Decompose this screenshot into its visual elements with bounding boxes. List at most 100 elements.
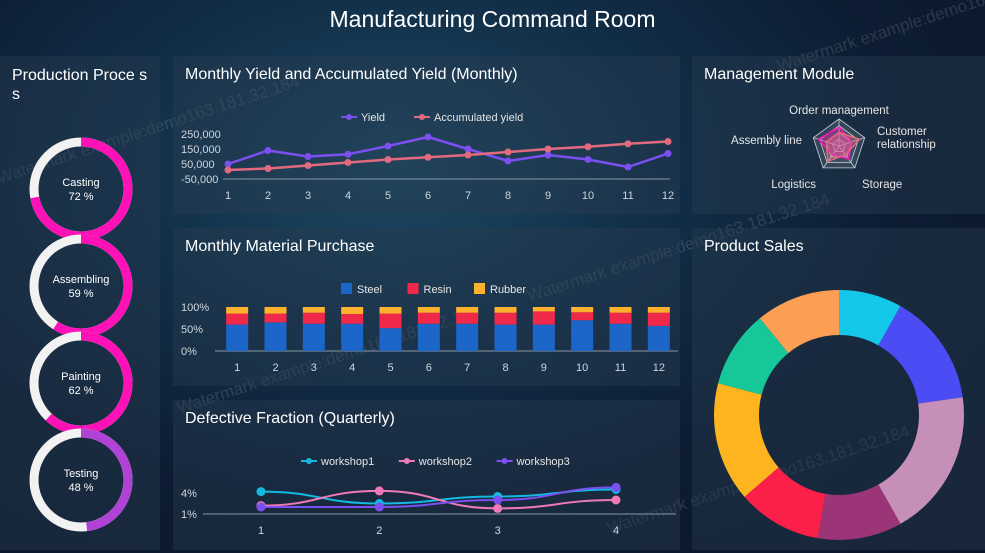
radar-axis-label: Order management <box>789 105 890 117</box>
defective-chart: workshop1 workshop2 workshop3 4% 1% 1 2 3 4 <box>181 456 676 537</box>
x-tick-label: 11 <box>622 190 633 202</box>
bar-segment <box>571 312 594 321</box>
bar-segment <box>647 312 670 326</box>
x-tick-label: 9 <box>541 362 547 374</box>
x-tick-label: 9 <box>545 190 551 202</box>
data-point <box>264 147 272 154</box>
bar-segment <box>417 323 440 351</box>
data-point <box>264 165 272 172</box>
y-tick-label: 50% <box>181 324 203 336</box>
data-point <box>374 486 384 496</box>
bar-segment <box>341 323 364 351</box>
y-tick-label: 4% <box>181 488 197 500</box>
legend-marker <box>501 458 508 464</box>
defective-title: Defective Fraction (Quarterly) <box>185 410 395 427</box>
donut-slice <box>878 397 964 524</box>
data-point <box>544 145 552 153</box>
bar-segment <box>302 312 325 324</box>
donut-slice <box>714 383 779 497</box>
yield-chart: Yield Accumulated yield 250,000 150,000 50,0… <box>181 112 674 202</box>
data-point <box>464 151 472 159</box>
ring-percent: 62 % <box>68 385 93 397</box>
data-point <box>584 156 592 163</box>
data-point <box>304 153 312 160</box>
purchase-panel: Monthly Material Purchase Steel Resin Rubb… <box>173 228 680 386</box>
donut-slice <box>759 290 839 354</box>
data-point <box>624 163 632 171</box>
bar-segment <box>417 312 440 324</box>
management-radar: Order management Customer relationship Stor… <box>731 105 936 191</box>
yield-title: Monthly Yield and Accumulated Yield (Mon… <box>185 66 518 83</box>
x-tick-label: 7 <box>465 190 471 202</box>
data-point <box>611 482 621 492</box>
y-tick-label: 250,000 <box>181 129 221 141</box>
series-line <box>260 489 617 510</box>
data-point <box>224 160 232 168</box>
page-title: Manufacturing Command Room <box>329 6 656 32</box>
radar-axis-label: Assembly line <box>731 135 802 147</box>
bar-segment <box>226 307 249 314</box>
sales-donut <box>714 290 964 540</box>
donut-slice <box>744 467 826 539</box>
bar-segment <box>379 307 402 314</box>
radar-axis-label-line: Customer <box>877 126 927 138</box>
donut-slice <box>718 318 789 395</box>
x-tick-label: 2 <box>265 190 271 202</box>
bar-segment <box>571 307 594 313</box>
bar-segment <box>494 307 517 313</box>
legend-label: Steel <box>357 284 382 296</box>
data-point <box>344 159 352 166</box>
donut-slice <box>817 484 901 540</box>
x-tick-label: 8 <box>502 362 508 374</box>
legend-marker <box>346 114 352 120</box>
ring-progress <box>29 428 133 532</box>
x-tick-label: 12 <box>653 362 665 374</box>
series-line <box>261 486 617 508</box>
bar-segment <box>264 307 287 314</box>
data-point <box>504 157 512 165</box>
legend-label: workshop2 <box>418 456 472 468</box>
x-tick-label: 8 <box>505 190 511 202</box>
data-point <box>304 162 312 169</box>
x-tick-label: 5 <box>387 362 393 374</box>
bar-segment <box>571 320 594 351</box>
x-tick-label: 4 <box>613 525 619 537</box>
x-tick-label: 2 <box>272 362 278 374</box>
ring-percent: 72 % <box>68 191 93 203</box>
x-tick-label: 6 <box>426 362 432 374</box>
x-tick-label: 4 <box>345 190 351 202</box>
x-tick-label: 1 <box>234 362 240 374</box>
legend-swatch <box>407 283 419 294</box>
bar-segment <box>226 313 249 325</box>
data-point <box>464 145 472 153</box>
sales-title: Product Sales <box>704 238 804 255</box>
bar-segment <box>609 312 632 324</box>
legend-label: Rubber <box>490 284 526 296</box>
ring-label: Assembling <box>53 274 110 286</box>
data-point <box>584 143 592 151</box>
bar-segment <box>532 324 555 351</box>
data-point <box>493 503 503 513</box>
x-tick-label: 3 <box>495 525 501 537</box>
data-point <box>424 133 432 141</box>
data-point <box>424 153 432 161</box>
legend-label: Yield <box>361 112 385 124</box>
legend-swatch <box>474 283 485 294</box>
yield-panel: Monthly Yield and Accumulated Yield (Mon… <box>173 56 680 214</box>
x-tick-label: 11 <box>615 362 626 374</box>
bar-segment <box>609 323 632 351</box>
data-point <box>611 495 621 505</box>
donut-slice <box>878 306 963 404</box>
x-tick-label: 10 <box>576 362 588 374</box>
purchase-title: Monthly Material Purchase <box>185 238 375 255</box>
production-process-title: Production Proce ss <box>12 67 148 103</box>
ring-label: Casting <box>62 177 99 189</box>
y-tick-label: 0% <box>181 346 197 358</box>
legend-label: workshop3 <box>516 456 570 468</box>
radar-axis-label-line: relationship <box>877 139 936 151</box>
x-tick-label: 5 <box>385 190 391 202</box>
bar-segment <box>379 328 402 351</box>
data-point <box>544 151 552 159</box>
radar-spoke <box>838 145 856 169</box>
